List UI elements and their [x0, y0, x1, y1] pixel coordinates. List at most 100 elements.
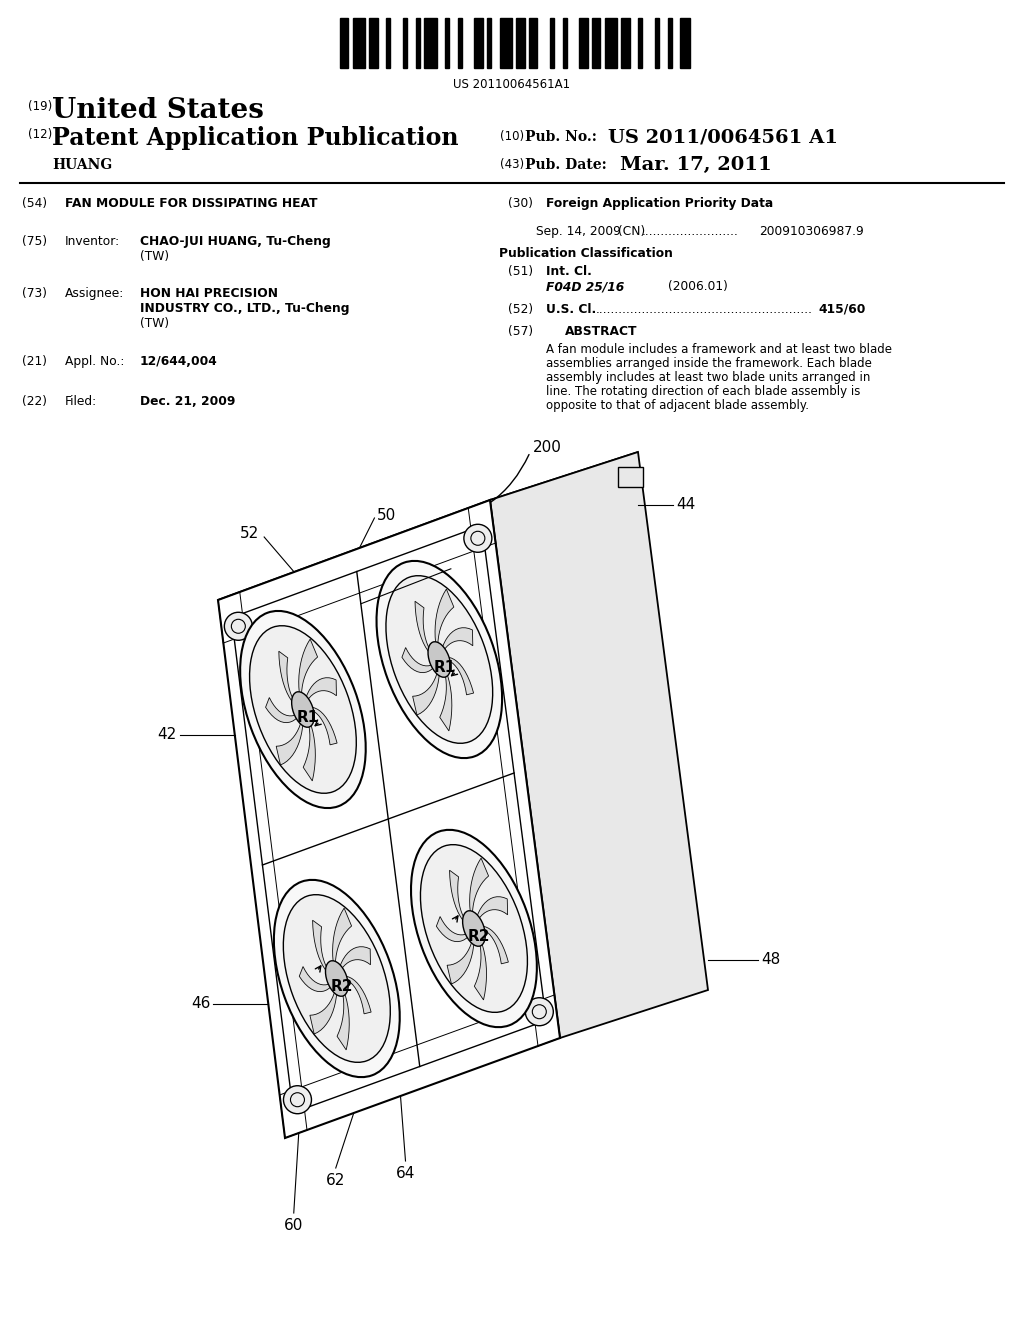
Polygon shape	[299, 639, 317, 700]
Bar	[562, 18, 567, 69]
Text: Appl. No.:: Appl. No.:	[65, 355, 124, 368]
Text: line. The rotating direction of each blade assembly is: line. The rotating direction of each bla…	[546, 385, 860, 399]
Text: Patent Application Publication: Patent Application Publication	[52, 125, 459, 150]
Polygon shape	[415, 601, 433, 656]
Text: (30): (30)	[508, 197, 534, 210]
Text: F04D 25/16: F04D 25/16	[546, 280, 625, 293]
Polygon shape	[435, 589, 454, 649]
Text: Mar. 17, 2011: Mar. 17, 2011	[620, 156, 772, 174]
Polygon shape	[343, 977, 371, 1014]
Bar	[500, 18, 512, 69]
Text: FAN MODULE FOR DISSIPATING HEAT: FAN MODULE FOR DISSIPATING HEAT	[65, 197, 317, 210]
Text: (75): (75)	[22, 235, 47, 248]
Ellipse shape	[386, 576, 493, 743]
Bar	[668, 18, 672, 69]
Text: Dec. 21, 2009: Dec. 21, 2009	[140, 395, 236, 408]
Ellipse shape	[411, 830, 537, 1027]
Bar	[424, 18, 436, 69]
Text: Inventor:: Inventor:	[65, 235, 120, 248]
Polygon shape	[333, 908, 351, 968]
Ellipse shape	[428, 642, 451, 677]
Text: United States: United States	[52, 96, 264, 124]
Bar	[416, 18, 420, 69]
Text: (21): (21)	[22, 355, 47, 368]
Polygon shape	[218, 500, 560, 1138]
Text: assemblies arranged inside the framework. Each blade: assemblies arranged inside the framework…	[546, 356, 871, 370]
Text: 50: 50	[377, 507, 395, 523]
Circle shape	[613, 478, 639, 503]
Text: 46: 46	[190, 997, 210, 1011]
Text: Filed:: Filed:	[65, 395, 97, 408]
Text: (TW): (TW)	[140, 317, 169, 330]
Circle shape	[464, 524, 492, 552]
Bar	[592, 18, 600, 69]
Text: 48: 48	[761, 953, 780, 968]
Ellipse shape	[273, 880, 399, 1077]
Text: R1: R1	[297, 710, 319, 725]
Text: ABSTRACT: ABSTRACT	[565, 325, 637, 338]
Text: 62: 62	[326, 1173, 345, 1188]
Bar	[618, 467, 643, 487]
Bar	[655, 18, 659, 69]
Circle shape	[675, 950, 700, 977]
Bar	[680, 18, 690, 69]
Circle shape	[374, 565, 399, 591]
Text: R2: R2	[331, 979, 353, 994]
Polygon shape	[450, 870, 468, 925]
Polygon shape	[340, 946, 371, 970]
Polygon shape	[480, 927, 508, 964]
Bar	[604, 18, 617, 69]
Text: (54): (54)	[22, 197, 47, 210]
Text: Int. Cl.: Int. Cl.	[546, 265, 592, 279]
Polygon shape	[447, 939, 474, 983]
Text: (51): (51)	[508, 265, 534, 279]
Polygon shape	[276, 719, 303, 766]
Text: HUANG: HUANG	[52, 158, 113, 172]
Text: (52): (52)	[508, 304, 534, 315]
Ellipse shape	[241, 611, 366, 808]
Text: 415/60: 415/60	[818, 304, 866, 315]
Text: (43): (43)	[500, 158, 524, 172]
Text: assembly includes at least two blade units arranged in: assembly includes at least two blade uni…	[546, 371, 870, 384]
Text: A fan module includes a framework and at least two blade: A fan module includes a framework and at…	[546, 343, 892, 356]
Polygon shape	[476, 896, 508, 920]
Polygon shape	[305, 677, 337, 701]
Text: ........................................................: ........................................…	[596, 304, 813, 315]
Text: Foreign Application Priority Data: Foreign Application Priority Data	[546, 197, 773, 210]
Ellipse shape	[463, 911, 485, 946]
Polygon shape	[310, 989, 337, 1034]
Text: 12/644,004: 12/644,004	[140, 355, 218, 368]
Polygon shape	[470, 858, 488, 919]
Bar	[529, 18, 538, 69]
Text: (CN): (CN)	[618, 224, 645, 238]
Text: 200: 200	[534, 440, 562, 454]
Bar	[580, 18, 588, 69]
Text: R2: R2	[468, 929, 490, 944]
Text: Sep. 14, 2009: Sep. 14, 2009	[536, 224, 621, 238]
Text: Publication Classification: Publication Classification	[499, 247, 673, 260]
Circle shape	[613, 478, 639, 503]
Text: 44: 44	[676, 498, 695, 512]
Text: opposite to that of adjacent blade assembly.: opposite to that of adjacent blade assem…	[546, 399, 809, 412]
Text: INDUSTRY CO., LTD., Tu-Cheng: INDUSTRY CO., LTD., Tu-Cheng	[140, 302, 349, 315]
Polygon shape	[436, 916, 469, 941]
Text: Pub. Date:: Pub. Date:	[525, 158, 607, 172]
Text: HON HAI PRECISION: HON HAI PRECISION	[140, 286, 278, 300]
Circle shape	[525, 998, 553, 1026]
Text: (2006.01): (2006.01)	[668, 280, 728, 293]
Text: US 2011/0064561 A1: US 2011/0064561 A1	[608, 128, 838, 147]
Polygon shape	[474, 937, 486, 1001]
Text: 54: 54	[454, 561, 473, 577]
Polygon shape	[309, 708, 337, 744]
Polygon shape	[442, 628, 473, 651]
Ellipse shape	[284, 895, 390, 1063]
Bar	[445, 18, 450, 69]
Circle shape	[284, 1086, 311, 1114]
Text: 52: 52	[240, 527, 259, 541]
Text: CHAO-JUI HUANG, Tu-Cheng: CHAO-JUI HUANG, Tu-Cheng	[140, 235, 331, 248]
Text: 60: 60	[284, 1218, 303, 1233]
Text: Pub. No.:: Pub. No.:	[525, 129, 597, 144]
Ellipse shape	[377, 561, 502, 758]
Polygon shape	[303, 718, 315, 781]
Text: (12): (12)	[28, 128, 52, 141]
